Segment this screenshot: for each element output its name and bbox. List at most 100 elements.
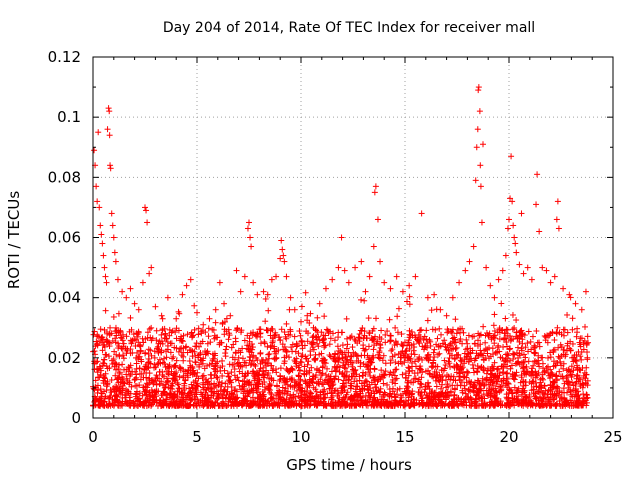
data-point-baseline	[463, 336, 470, 343]
data-point-baseline	[532, 344, 539, 351]
data-point-baseline	[539, 375, 546, 382]
data-point-baseline	[178, 391, 185, 398]
data-point-baseline	[513, 369, 520, 376]
data-point-baseline	[184, 402, 191, 409]
data-point-baseline	[110, 313, 117, 320]
data-point-baseline	[164, 392, 171, 399]
data-point-baseline	[106, 340, 113, 347]
data-point-baseline	[246, 353, 253, 360]
data-point-baseline	[176, 364, 183, 371]
data-point-baseline	[356, 386, 363, 393]
data-point-baseline	[238, 386, 245, 393]
chart-title: Day 204 of 2014, Rate Of TEC Index for r…	[163, 20, 535, 36]
data-point-baseline	[454, 402, 461, 409]
data-point-baseline	[546, 332, 553, 339]
data-point-baseline	[424, 393, 431, 400]
data-point-baseline	[175, 385, 182, 392]
data-point-baseline	[542, 334, 549, 341]
data-point-baseline	[448, 346, 455, 353]
data-point-baseline	[276, 334, 283, 341]
data-point-baseline	[283, 365, 290, 372]
data-point-baseline	[93, 359, 100, 366]
data-point-baseline	[423, 354, 430, 361]
data-point-baseline	[367, 385, 374, 392]
data-point-baseline	[178, 337, 185, 344]
data-point	[555, 225, 562, 232]
data-point-baseline	[445, 383, 452, 390]
data-point-baseline	[253, 387, 260, 394]
data-point-baseline	[482, 346, 489, 353]
data-point-baseline	[550, 347, 557, 354]
data-point-baseline	[502, 315, 509, 322]
data-point-baseline	[173, 357, 180, 364]
data-point-baseline	[130, 400, 137, 407]
data-point-baseline	[519, 400, 526, 407]
data-point-baseline	[556, 388, 563, 395]
data-point-baseline	[223, 391, 230, 398]
data-point	[499, 267, 506, 274]
data-point-baseline	[508, 386, 515, 393]
data-point-baseline	[418, 389, 425, 396]
data-point-baseline	[145, 346, 152, 353]
data-point-baseline	[477, 382, 484, 389]
data-point-baseline	[148, 324, 155, 331]
data-point-baseline	[350, 370, 357, 377]
data-point	[524, 264, 531, 271]
data-point-baseline	[410, 397, 417, 404]
data-point-baseline	[478, 394, 485, 401]
data-point-baseline	[234, 398, 241, 405]
data-point-baseline	[218, 379, 225, 386]
data-point-baseline	[231, 372, 238, 379]
data-point-baseline	[126, 364, 133, 371]
data-point-baseline	[299, 352, 306, 359]
data-point	[477, 162, 484, 169]
data-point-baseline	[255, 394, 262, 401]
data-point-baseline	[436, 378, 443, 385]
data-point-baseline	[491, 340, 498, 347]
data-point-baseline	[165, 402, 172, 409]
data-point-baseline	[556, 368, 563, 375]
y-tick-label: 0.12	[48, 48, 81, 66]
data-point	[248, 243, 255, 250]
data-point-baseline	[389, 353, 396, 360]
data-point-baseline	[529, 333, 536, 340]
data-point-baseline	[265, 351, 272, 358]
data-point	[97, 222, 104, 229]
data-point-baseline	[448, 402, 455, 409]
data-point-baseline	[583, 392, 590, 399]
data-point-baseline	[402, 370, 409, 377]
data-point-baseline	[406, 293, 413, 300]
data-point-baseline	[116, 369, 123, 376]
data-point-baseline	[564, 311, 571, 318]
data-point-baseline	[140, 384, 147, 391]
data-point-baseline	[400, 342, 407, 349]
data-point-baseline	[419, 356, 426, 363]
data-point-baseline	[392, 338, 399, 345]
data-point-baseline	[433, 383, 440, 390]
data-point-baseline	[513, 360, 520, 367]
data-point	[506, 216, 512, 223]
data-point-baseline	[301, 391, 308, 398]
data-point-baseline	[403, 347, 410, 354]
data-point-baseline	[453, 344, 460, 351]
data-point-baseline	[93, 338, 100, 345]
data-point-baseline	[281, 360, 288, 367]
data-point-baseline	[503, 326, 510, 333]
data-point-baseline	[514, 397, 521, 404]
data-point-baseline	[406, 327, 413, 334]
data-point-baseline	[508, 401, 515, 408]
data-point	[173, 315, 180, 322]
data-point-baseline	[471, 333, 478, 340]
data-point-baseline	[358, 327, 365, 334]
data-point-baseline	[135, 339, 142, 346]
data-point-baseline	[195, 354, 202, 361]
data-point-baseline	[511, 324, 518, 331]
data-point	[260, 288, 267, 295]
data-point-baseline	[295, 383, 302, 390]
data-point-baseline	[307, 390, 314, 397]
data-point-baseline	[175, 396, 182, 403]
data-point-baseline	[133, 360, 140, 367]
data-point-baseline	[405, 364, 412, 371]
data-point-baseline	[257, 350, 264, 357]
data-point-baseline	[459, 389, 466, 396]
